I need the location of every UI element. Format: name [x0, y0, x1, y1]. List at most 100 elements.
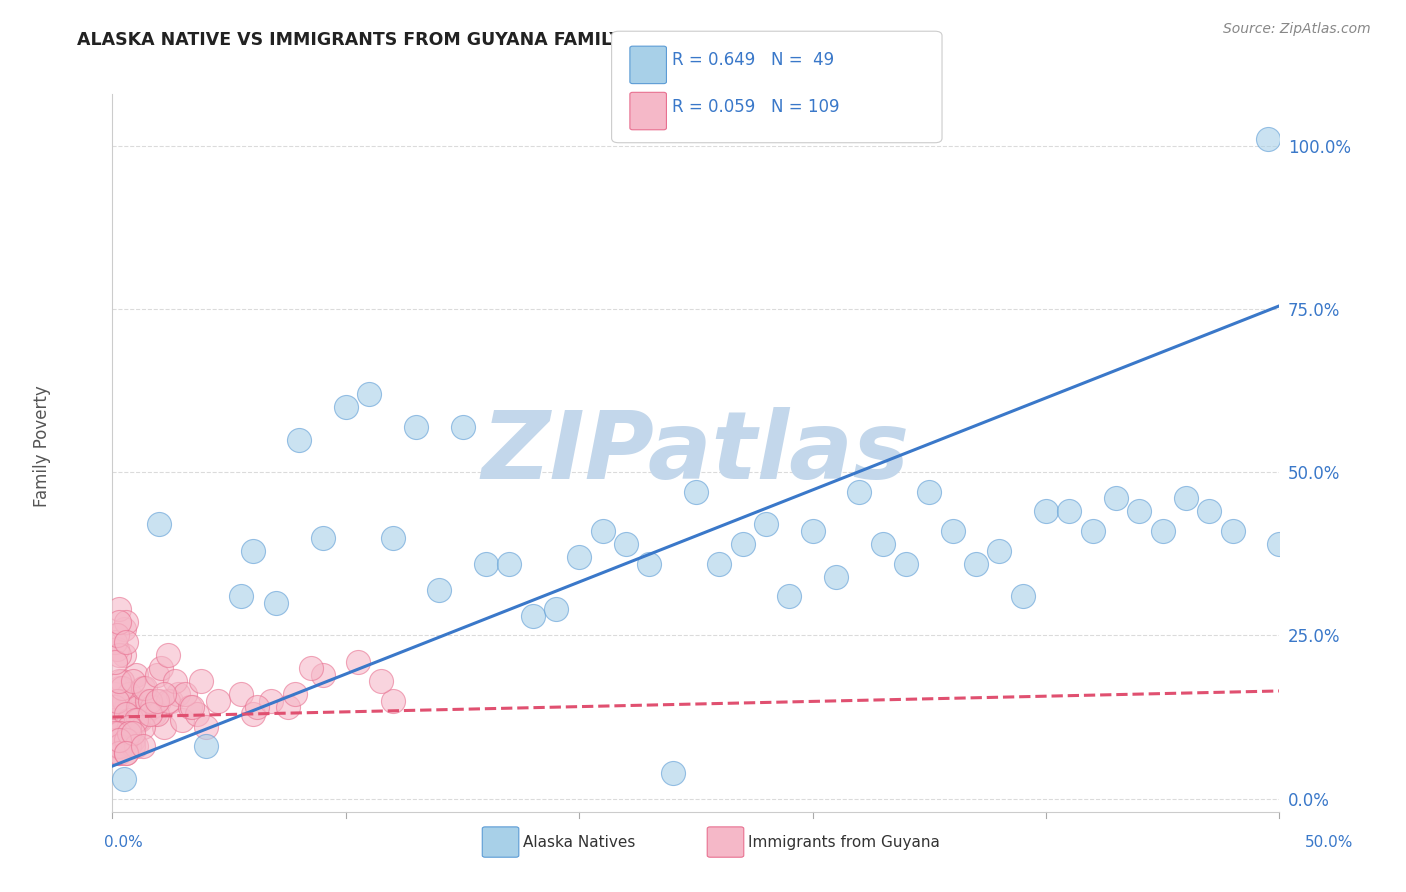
Point	[1011, 590, 1033, 604]
Point	[120, 694, 142, 708]
Point	[825, 570, 848, 584]
Point	[370, 674, 392, 689]
Point	[111, 674, 134, 689]
Point	[229, 687, 252, 701]
Point	[132, 720, 155, 734]
Point	[153, 720, 176, 734]
Point	[134, 681, 156, 695]
Point	[132, 739, 155, 754]
Point	[104, 714, 127, 728]
Point	[115, 733, 138, 747]
Point	[544, 602, 567, 616]
Point	[115, 733, 138, 747]
Point	[139, 694, 162, 708]
Point	[522, 608, 544, 623]
Point	[872, 537, 894, 551]
Point	[111, 681, 134, 695]
Point	[381, 531, 404, 545]
Text: Family Poverty: Family Poverty	[34, 385, 51, 507]
Point	[988, 543, 1011, 558]
Point	[1081, 524, 1104, 538]
Point	[242, 543, 264, 558]
Point	[172, 714, 194, 728]
Point	[288, 433, 311, 447]
Point	[118, 726, 141, 740]
Point	[381, 694, 404, 708]
Point	[157, 694, 180, 708]
Point	[115, 700, 138, 714]
Point	[405, 419, 427, 434]
Point	[105, 739, 128, 754]
Point	[125, 714, 148, 728]
Text: 0.0%: 0.0%	[104, 836, 143, 850]
Point	[104, 635, 127, 649]
Point	[115, 615, 138, 630]
Point	[136, 694, 159, 708]
Point	[127, 700, 149, 714]
Point	[112, 648, 135, 662]
Point	[104, 655, 127, 669]
Point	[755, 517, 778, 532]
Point	[1222, 524, 1244, 538]
Point	[568, 550, 591, 565]
Point	[1059, 504, 1081, 518]
Point	[260, 694, 283, 708]
Point	[165, 674, 187, 689]
Point	[592, 524, 614, 538]
Point	[1198, 504, 1220, 518]
Point	[108, 726, 131, 740]
Point	[166, 687, 188, 701]
Point	[108, 674, 131, 689]
Text: Alaska Natives: Alaska Natives	[523, 836, 636, 850]
Point	[475, 557, 498, 571]
Point	[311, 667, 333, 681]
Point	[108, 739, 131, 754]
Point	[638, 557, 661, 571]
Point	[118, 720, 141, 734]
Point	[111, 681, 134, 695]
Point	[104, 733, 127, 747]
Point	[108, 648, 131, 662]
Point	[498, 557, 520, 571]
Text: Source: ZipAtlas.com: Source: ZipAtlas.com	[1223, 22, 1371, 37]
Text: ALASKA NATIVE VS IMMIGRANTS FROM GUYANA FAMILY POVERTY CORRELATION CHART: ALASKA NATIVE VS IMMIGRANTS FROM GUYANA …	[77, 31, 932, 49]
Point	[190, 674, 212, 689]
Point	[148, 694, 170, 708]
Point	[112, 622, 135, 636]
Point	[115, 635, 138, 649]
Point	[115, 733, 138, 747]
Point	[132, 681, 155, 695]
Point	[108, 746, 131, 760]
Point	[122, 733, 145, 747]
Point	[118, 687, 141, 701]
Point	[108, 720, 131, 734]
Point	[108, 615, 131, 630]
Point	[179, 700, 201, 714]
Point	[1105, 491, 1128, 506]
Text: Immigrants from Guyana: Immigrants from Guyana	[748, 836, 939, 850]
Point	[105, 694, 128, 708]
Point	[115, 746, 138, 760]
Point	[207, 694, 229, 708]
Point	[120, 706, 142, 721]
Point	[264, 596, 287, 610]
Point	[346, 655, 368, 669]
Point	[118, 714, 141, 728]
Point	[778, 590, 800, 604]
Point	[194, 739, 217, 754]
Point	[122, 739, 145, 754]
Point	[661, 765, 683, 780]
Point	[157, 648, 180, 662]
Point	[139, 706, 162, 721]
Point	[246, 700, 269, 714]
Point	[105, 628, 128, 642]
Point	[148, 517, 170, 532]
Point	[451, 419, 474, 434]
Point	[112, 772, 135, 786]
Text: ZIPatlas: ZIPatlas	[482, 407, 910, 499]
Point	[122, 726, 145, 740]
Point	[894, 557, 917, 571]
Point	[104, 700, 127, 714]
Text: R = 0.649   N =  49: R = 0.649 N = 49	[672, 52, 834, 70]
Point	[801, 524, 824, 538]
